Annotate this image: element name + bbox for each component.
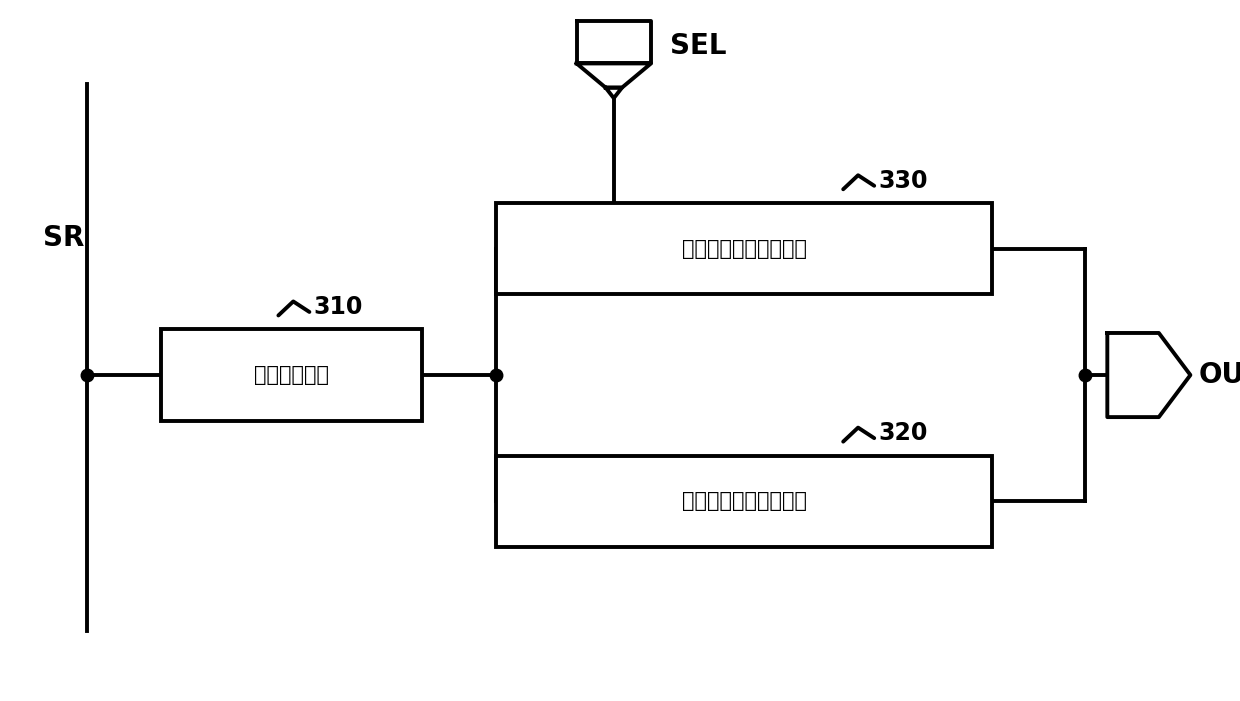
Polygon shape [577,64,651,88]
Polygon shape [1107,333,1190,417]
Text: 310: 310 [312,295,362,319]
Text: OUT: OUT [1199,361,1240,389]
Text: 触控扫描信号输出单元: 触控扫描信号输出单元 [682,239,806,259]
Text: 320: 320 [878,421,928,445]
Text: 选通控制单元: 选通控制单元 [254,365,329,385]
Polygon shape [605,88,622,98]
Polygon shape [577,21,651,64]
Bar [161,329,422,421]
Text: 330: 330 [878,169,928,193]
Bar [496,203,992,294]
Text: 公共电压信号输出单元: 公共电压信号输出单元 [682,491,806,511]
Text: SEL: SEL [670,32,727,60]
Bar [496,456,992,547]
Text: SR: SR [43,224,84,252]
